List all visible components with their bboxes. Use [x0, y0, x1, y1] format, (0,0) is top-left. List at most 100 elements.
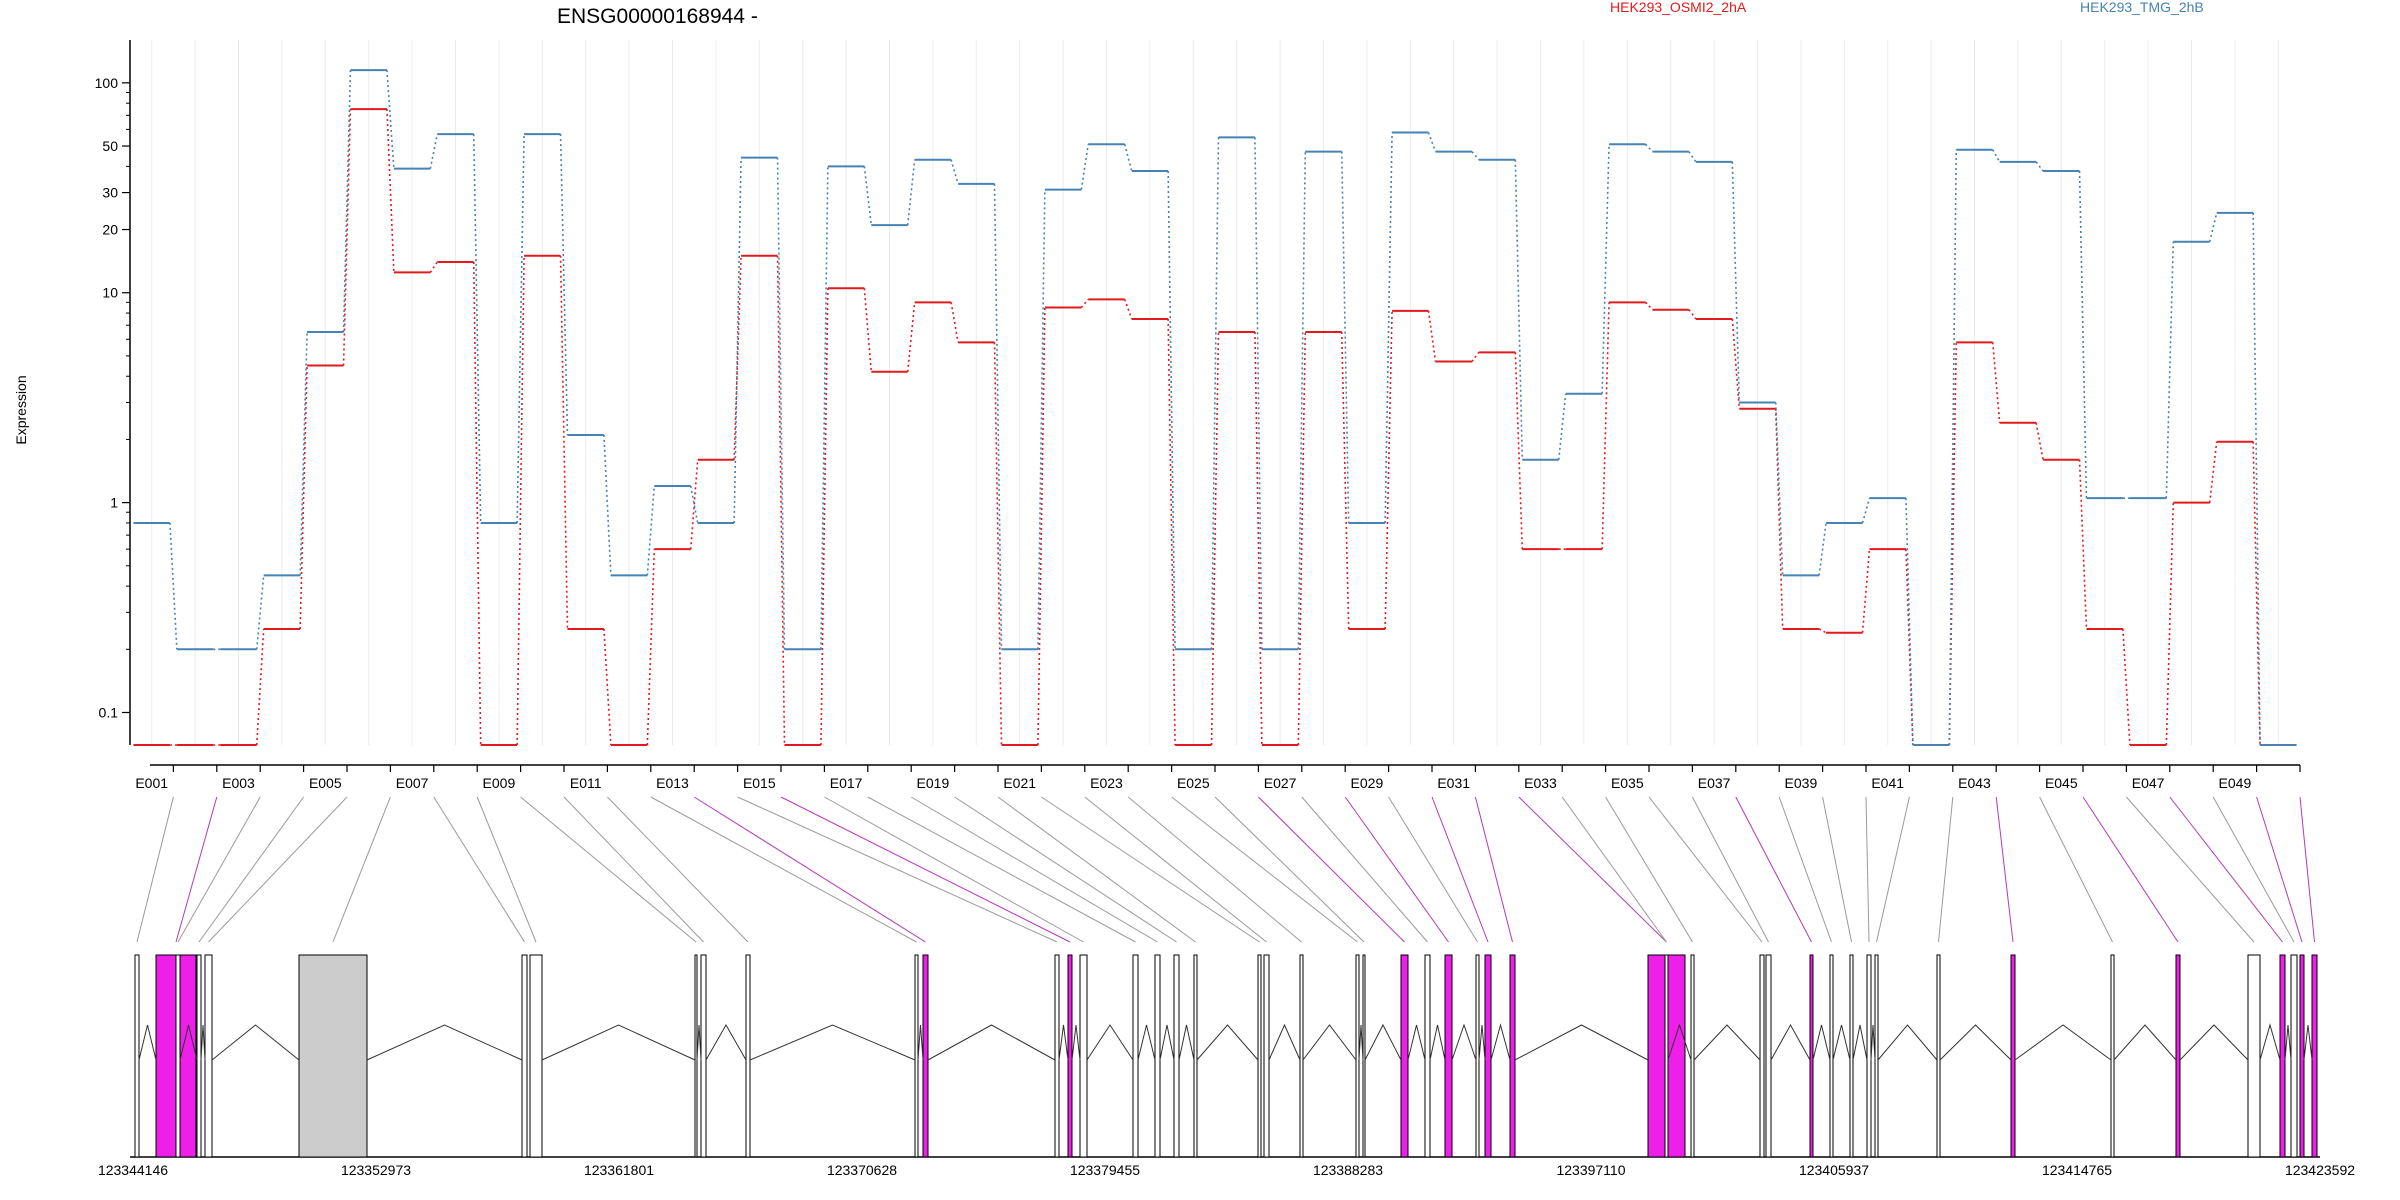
series-1-link-e011: [603, 628, 612, 746]
intron-e009: [696, 1024, 702, 1061]
connector-e031: [1474, 796, 1513, 943]
intron-e008: [541, 1024, 696, 1061]
exon-e005: [204, 954, 213, 1158]
series-1-link-e013: [689, 459, 699, 550]
exon-e004: [196, 954, 202, 1158]
series-1-link-e030: [1427, 310, 1437, 362]
intron-e020: [1196, 1024, 1259, 1061]
series-2-link-e025: [1210, 137, 1220, 650]
connector-e001: [136, 796, 174, 943]
series-2-link-e003: [255, 575, 265, 650]
series-2-link-e029: [1384, 132, 1393, 523]
connector-e002: [175, 796, 218, 943]
connector-e037: [1735, 796, 1812, 943]
series-1-link-e006: [386, 109, 395, 273]
series-2-link-e023: [1123, 144, 1133, 172]
series-2-link-e037: [1731, 161, 1741, 403]
exon-e025: [1362, 954, 1366, 1158]
series-2-link-e032: [1514, 159, 1524, 460]
exon-e010: [700, 954, 707, 1158]
connector-e033: [1561, 796, 1667, 943]
exon-e040: [1866, 954, 1872, 1158]
connector-e006: [332, 796, 391, 943]
intron-e003: [179, 1024, 198, 1061]
genomic-label-4: 123379455: [1070, 1162, 1140, 1178]
series-1-link-e004: [299, 365, 308, 629]
series-2-link-e047: [2165, 241, 2175, 499]
genomic-label-1: 123352973: [341, 1162, 411, 1178]
series-1-link-e031: [1471, 351, 1480, 363]
connector-e030: [1431, 796, 1489, 943]
connector-e032: [1518, 796, 1667, 943]
exon-e041: [1874, 954, 1879, 1158]
intron-e026: [1407, 1024, 1426, 1061]
exon-e033: [1664, 954, 1669, 1158]
series-2-link-e036: [1688, 151, 1697, 163]
exon-e045: [2175, 954, 2181, 1158]
series-2-link-e039: [1818, 522, 1827, 576]
exon-e036: [1765, 954, 1772, 1158]
connector-e022: [1084, 796, 1267, 943]
x-tick-label-e001: E001: [135, 775, 168, 791]
series-1-link-e010: [559, 255, 569, 629]
connector-e025: [1214, 796, 1365, 943]
intron-e047: [2284, 1024, 2292, 1061]
gridlines: [151, 40, 2279, 745]
series-2-link-e044: [2035, 161, 2044, 172]
series-1-link-e042: [1948, 342, 1958, 746]
x-tick-label-e031: E031: [1437, 775, 1470, 791]
series-1-link-e027: [1297, 331, 1307, 746]
intron-e027: [1429, 1024, 1446, 1061]
series-2-link-e041: [1905, 498, 1914, 746]
series-2-link-e049: [2252, 212, 2261, 746]
series-1-link-e044: [2035, 422, 2044, 460]
intron-e004: [200, 1024, 206, 1061]
connector-e003: [177, 796, 261, 943]
connector-e038: [1778, 796, 1832, 943]
connector-e014: [737, 796, 1058, 943]
exon-e038: [1829, 954, 1834, 1158]
exon-e022: [1263, 954, 1270, 1158]
x-tick-label-e047: E047: [2132, 775, 2165, 791]
series-1-link-e038: [1774, 408, 1784, 629]
intron-e005: [211, 1024, 300, 1061]
series-2-link-e010: [559, 134, 569, 435]
exon-e011: [745, 954, 751, 1158]
x-axis: E001 E003 E005 E007 E009 E011 E013 E015 E017 E019…: [135, 764, 2301, 791]
series-1-link-e003: [255, 628, 265, 746]
connector-e010: [563, 796, 704, 943]
connector-e020: [997, 796, 1196, 943]
series-1-link-e009: [516, 255, 525, 746]
x-tick-label-e049: E049: [2219, 775, 2252, 791]
connector-e050: [2299, 796, 2315, 943]
series-2-link-e015: [776, 157, 786, 650]
x-tick-label-e043: E043: [1958, 775, 1991, 791]
connector-e044: [2039, 796, 2113, 943]
intron-e011: [749, 1024, 916, 1061]
connector-e024: [1171, 796, 1358, 943]
x-tick-label-e021: E021: [1003, 775, 1036, 791]
connector-e016: [824, 796, 1084, 943]
series-1-link-e014: [733, 255, 742, 460]
y-tick-label-0.1: 0.1: [99, 704, 119, 720]
series-1-link-e008: [472, 262, 482, 746]
intron-e037: [1812, 1024, 1831, 1061]
connector-e043: [1995, 796, 2014, 943]
exon-e008: [529, 954, 543, 1158]
series-2-link-e001: [169, 522, 178, 650]
x-tick-label-e007: E007: [396, 775, 429, 791]
x-tick-label-e011: E011: [570, 775, 602, 791]
series-1-link-e012: [646, 549, 656, 746]
series-1-link-e035: [1644, 301, 1654, 311]
exon-e030: [1484, 954, 1492, 1158]
exon-e003: [175, 954, 181, 1158]
series-2-link-e033: [1557, 393, 1567, 460]
connector-e007: [433, 796, 525, 943]
exon-e044: [2110, 954, 2115, 1158]
genomic-axis: 123344146 123352973 123361801 123370628 1233…: [98, 1162, 2355, 1178]
x-tick-label-e041: E041: [1871, 775, 1904, 791]
y-tick-label-100: 100: [95, 75, 119, 91]
series-1-link-e041: [1905, 549, 1914, 746]
series-2-link-e035: [1644, 143, 1654, 153]
series-2-link-e022: [1080, 144, 1090, 190]
